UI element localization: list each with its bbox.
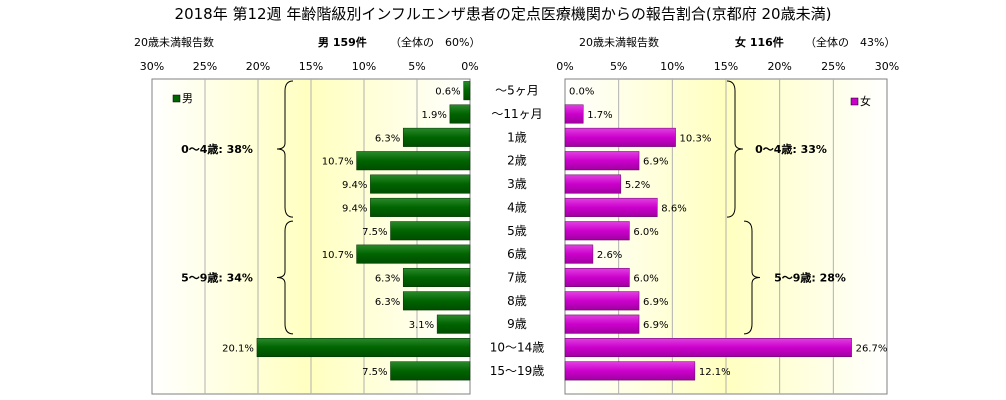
male-bar — [463, 81, 471, 101]
female-bar — [564, 314, 640, 334]
left-share: （全体の 60%） — [390, 35, 480, 49]
female-bar — [564, 151, 640, 171]
female-bar — [564, 221, 630, 241]
male-bar-value-label: 0.6% — [435, 87, 460, 98]
male-bar — [356, 151, 471, 171]
right-group-bracket — [726, 80, 744, 218]
male-bar-value-label: 1.9% — [421, 110, 446, 121]
left-group-bracket — [276, 220, 294, 335]
right-x-tick-label: 10% — [660, 60, 684, 73]
female-legend-label: 女 — [860, 94, 871, 108]
right-x-tick-label: 5% — [610, 60, 627, 73]
left-x-tick-label: 20% — [246, 60, 270, 73]
male-bar-value-label: 9.4% — [342, 180, 367, 191]
female-bar — [564, 361, 696, 381]
male-legend-swatch — [172, 94, 181, 103]
category-label: 9歳 — [507, 317, 527, 331]
category-label: ～11ヶ月 — [491, 107, 542, 121]
right-group-label: 5～9歳: 28% — [774, 270, 846, 284]
right-x-tick-label: 20% — [767, 60, 791, 73]
male-bar — [390, 221, 471, 241]
category-label: 5歳 — [507, 224, 527, 238]
category-label: 8歳 — [507, 294, 527, 308]
right-x-tick-label: 15% — [714, 60, 738, 73]
male-bar-value-label: 6.3% — [375, 297, 400, 308]
female-bar-value-label: 6.9% — [643, 320, 668, 331]
female-legend-swatch — [850, 97, 859, 106]
female-bar-value-label: 12.1% — [699, 367, 731, 378]
male-bar — [370, 174, 471, 194]
female-bar — [564, 244, 594, 264]
chart-title: 2018年 第12週 年齢階級別インフルエンザ患者の定点医療機関からの報告割合(… — [175, 5, 832, 23]
male-bar-value-label: 7.5% — [362, 227, 387, 238]
category-label: 2歳 — [507, 154, 527, 168]
male-bar — [436, 314, 471, 334]
male-bar — [356, 244, 471, 264]
female-bar — [564, 104, 584, 124]
female-bar — [564, 291, 640, 311]
male-bar-value-label: 10.7% — [322, 157, 354, 168]
male-bar-value-label: 20.1% — [222, 344, 254, 355]
female-bar-value-label: 5.2% — [625, 180, 650, 191]
category-label: 15～19歳 — [490, 364, 545, 378]
right-x-tick-label: 25% — [821, 60, 845, 73]
right-sex-count: 女 116件 — [735, 35, 784, 49]
female-bar-value-label: 6.0% — [633, 227, 658, 238]
right-x-tick-label: 0% — [556, 60, 573, 73]
category-label: 3歳 — [507, 177, 527, 191]
left-x-tick-label: 25% — [193, 60, 217, 73]
male-bar — [256, 338, 471, 358]
male-bar-value-label: 9.4% — [342, 203, 367, 214]
left-x-tick-label: 15% — [299, 60, 323, 73]
left-x-tick-label: 10% — [352, 60, 376, 73]
category-label: ～5ヶ月 — [495, 84, 539, 98]
female-bar-value-label: 6.0% — [633, 273, 658, 284]
right-caption: 20歳未満報告数 — [579, 36, 659, 49]
male-bar — [370, 197, 471, 217]
male-bar-value-label: 3.1% — [409, 320, 434, 331]
female-bar-value-label: 0.0% — [569, 87, 594, 98]
right-share: （全体の 43%） — [805, 35, 895, 49]
right-x-tick-label: 30% — [875, 60, 899, 73]
male-bar — [402, 267, 471, 287]
male-bar — [449, 104, 471, 124]
female-bar-value-label: 1.7% — [587, 110, 612, 121]
left-sex-count: 男 159件 — [318, 35, 367, 49]
male-bar-value-label: 7.5% — [362, 367, 387, 378]
female-bar — [564, 174, 622, 194]
male-bar — [402, 127, 471, 147]
left-group-bracket — [276, 80, 294, 218]
female-bar — [564, 197, 658, 217]
category-label: 1歳 — [507, 130, 527, 144]
female-bar — [564, 127, 676, 147]
female-bar-value-label: 10.3% — [680, 133, 712, 144]
left-x-tick-label: 5% — [408, 60, 425, 73]
male-bar-value-label: 6.3% — [375, 133, 400, 144]
female-bar-value-label: 6.9% — [643, 297, 668, 308]
male-legend-label: 男 — [182, 92, 193, 105]
female-bar-value-label: 2.6% — [597, 250, 622, 261]
right-group-bracket — [743, 220, 761, 335]
male-bar-value-label: 10.7% — [322, 250, 354, 261]
female-bar — [564, 338, 852, 358]
category-label: 6歳 — [507, 247, 527, 261]
category-label: 7歳 — [507, 270, 527, 284]
category-label: 10～14歳 — [490, 341, 545, 355]
left-group-label: 5～9歳: 34% — [181, 270, 253, 284]
left-x-tick-label: 0% — [461, 60, 478, 73]
female-bar — [564, 267, 630, 287]
female-bar-value-label: 6.9% — [643, 157, 668, 168]
left-caption: 20歳未満報告数 — [134, 36, 214, 49]
male-bar — [402, 291, 471, 311]
right-group-label: 0～4歳: 33% — [755, 142, 827, 156]
left-group-label: 0～4歳: 38% — [181, 142, 253, 156]
category-label: 4歳 — [507, 200, 527, 214]
male-bar-value-label: 6.3% — [375, 273, 400, 284]
female-bar-value-label: 26.7% — [856, 344, 888, 355]
female-bar-value-label: 8.6% — [661, 203, 686, 214]
left-x-tick-label: 30% — [140, 60, 164, 73]
male-bar — [390, 361, 471, 381]
